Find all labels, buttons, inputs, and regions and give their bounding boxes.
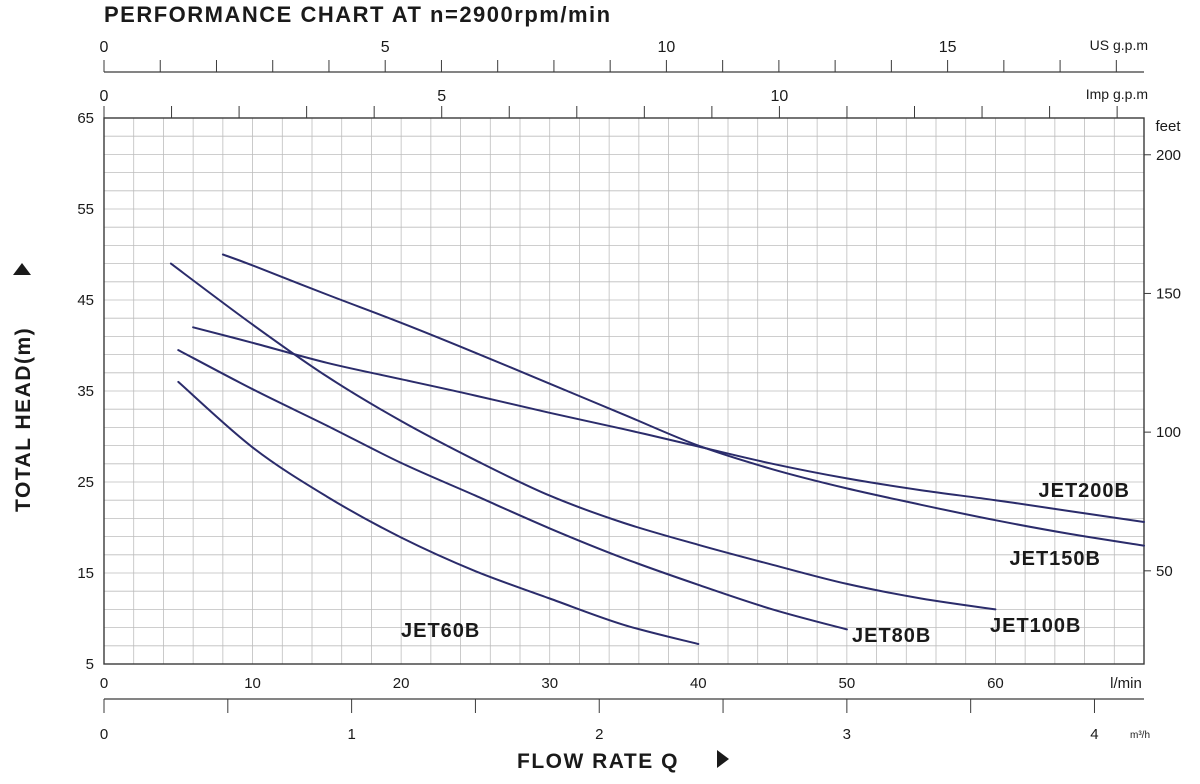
m3h-tick-label: 4 [1090,726,1098,743]
x-tick-label: 50 [839,675,856,692]
y-tick-label: 15 [77,565,94,582]
y-tick-label: 5 [86,656,94,673]
x-tick-label: 0 [100,675,108,692]
us-gpm-tick-label: 15 [939,39,957,56]
x-tick-label: 60 [987,675,1004,692]
feet-tick-label: 50 [1156,563,1173,580]
curve-jet200b [221,253,1145,547]
x-title-arrow-icon [717,750,729,768]
y-tick-label: 65 [77,110,94,127]
us-gpm-unit-label: US g.p.m [1090,37,1148,53]
feet-tick-label: 150 [1156,285,1181,302]
y-tick-label: 45 [77,292,94,309]
y-tick-label: 35 [77,383,94,400]
us-gpm-tick-label: 5 [381,39,390,56]
curve-label-jet200b: JET200B [1039,480,1131,502]
feet-tick-label: 100 [1156,424,1181,441]
m3h-tick-label: 3 [843,726,851,743]
imp-gpm-tick-label: 0 [100,88,109,105]
m3h-tick-label: 2 [595,726,603,743]
y-tick-label: 25 [77,474,94,491]
y-title-arrow-icon [13,263,31,275]
chart-title: PERFORMANCE CHART AT n=2900rpm/min [104,2,612,27]
y-tick-label: 55 [77,201,94,218]
curve-jet60b [177,380,700,645]
curve-label-jet150b: JET150B [1010,548,1102,570]
grid [104,118,1144,664]
curve-jet80b [177,349,848,631]
imp-gpm-unit-label: Imp g.p.m [1086,86,1148,102]
imp-gpm-tick-label: 5 [437,88,446,105]
x-axis-title: FLOW RATE Q [517,750,679,773]
curve-jet150b [192,326,1145,523]
curve-labels: JET60B JET80B JET100B JET150B JET200B [401,480,1131,647]
m3h-unit-label: m³/h [1130,730,1150,741]
feet-tick-label: 200 [1156,147,1181,164]
feet-unit-label: feet [1155,118,1181,135]
curve-jet100b [169,262,997,611]
curve-label-jet80b: JET80B [852,625,931,647]
us-gpm-tick-label: 0 [100,39,109,56]
imp-gpm-tick-label: 10 [771,88,789,105]
m3h-tick-label: 0 [100,726,108,743]
x-tick-label: 40 [690,675,707,692]
m3h-tick-label: 1 [347,726,355,743]
us-gpm-tick-label: 10 [658,39,676,56]
x-tick-label: 30 [541,675,558,692]
x-tick-label: 10 [244,675,261,692]
plot-frame [103,117,1145,665]
curve-label-jet100b: JET100B [990,615,1082,637]
curves [169,253,1145,645]
x-tick-label: 20 [393,675,410,692]
y-axis-title: TOTAL HEAD(m) [12,327,35,512]
curve-label-jet60b: JET60B [401,620,480,642]
x-unit-label: l/min [1110,675,1142,692]
